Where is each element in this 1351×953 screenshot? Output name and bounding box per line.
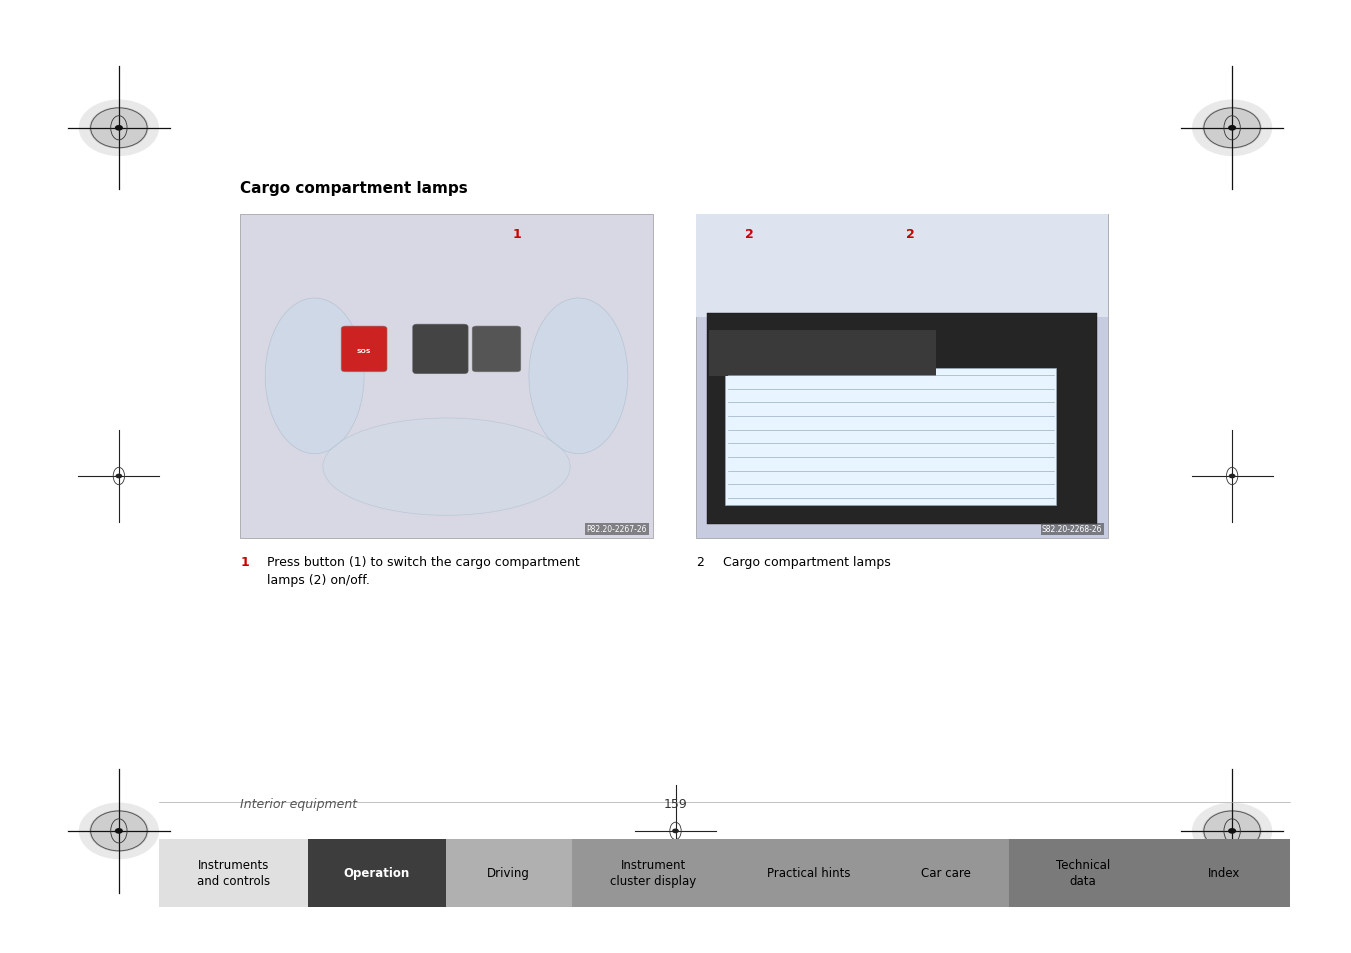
Circle shape: [1228, 828, 1236, 834]
Text: 2: 2: [905, 228, 915, 241]
Text: Instrument
cluster display: Instrument cluster display: [611, 859, 696, 887]
FancyBboxPatch shape: [240, 214, 653, 538]
Circle shape: [1192, 100, 1273, 157]
FancyBboxPatch shape: [707, 314, 1097, 524]
FancyBboxPatch shape: [571, 839, 735, 907]
Text: 1: 1: [240, 556, 249, 569]
FancyBboxPatch shape: [446, 839, 571, 907]
FancyBboxPatch shape: [696, 214, 1108, 318]
Text: 2: 2: [744, 228, 754, 241]
Text: Driving: Driving: [488, 866, 530, 880]
Ellipse shape: [265, 298, 363, 455]
Text: 159: 159: [663, 797, 688, 810]
Circle shape: [1192, 802, 1273, 860]
Text: 1: 1: [512, 228, 521, 241]
Circle shape: [89, 810, 149, 852]
Circle shape: [1202, 108, 1262, 150]
FancyBboxPatch shape: [308, 839, 446, 907]
Text: SOS: SOS: [357, 349, 372, 354]
Ellipse shape: [528, 298, 628, 455]
Text: 2: 2: [696, 556, 704, 569]
Text: Technical
data: Technical data: [1055, 859, 1111, 887]
Text: P82.20-2267-26: P82.20-2267-26: [586, 525, 647, 534]
Circle shape: [115, 828, 123, 834]
FancyBboxPatch shape: [159, 839, 308, 907]
Circle shape: [89, 108, 149, 150]
Text: S82.20-2268-26: S82.20-2268-26: [1042, 525, 1102, 534]
Circle shape: [671, 828, 680, 833]
Text: Index: Index: [1208, 866, 1240, 880]
FancyBboxPatch shape: [884, 839, 1009, 907]
FancyBboxPatch shape: [696, 214, 1108, 538]
Text: Instruments
and controls: Instruments and controls: [197, 859, 270, 887]
Circle shape: [1228, 126, 1236, 132]
FancyBboxPatch shape: [340, 327, 386, 373]
Circle shape: [115, 475, 122, 478]
FancyBboxPatch shape: [725, 369, 1056, 505]
Text: Interior equipment: Interior equipment: [240, 797, 358, 810]
Circle shape: [1202, 810, 1262, 852]
Text: Practical hints: Practical hints: [767, 866, 851, 880]
Text: Press button (1) to switch the cargo compartment
lamps (2) on/off.: Press button (1) to switch the cargo com…: [267, 556, 580, 586]
FancyBboxPatch shape: [709, 331, 936, 376]
Circle shape: [1229, 475, 1236, 478]
Circle shape: [78, 100, 159, 157]
FancyBboxPatch shape: [473, 327, 521, 373]
Text: Cargo compartment lamps: Cargo compartment lamps: [723, 556, 890, 569]
FancyBboxPatch shape: [735, 839, 884, 907]
Circle shape: [78, 802, 159, 860]
Text: Car care: Car care: [921, 866, 971, 880]
Circle shape: [115, 126, 123, 132]
Ellipse shape: [323, 418, 570, 516]
FancyBboxPatch shape: [413, 325, 467, 375]
Text: Operation: Operation: [343, 866, 409, 880]
FancyBboxPatch shape: [1156, 839, 1290, 907]
FancyBboxPatch shape: [1009, 839, 1156, 907]
Text: Cargo compartment lamps: Cargo compartment lamps: [240, 180, 469, 195]
